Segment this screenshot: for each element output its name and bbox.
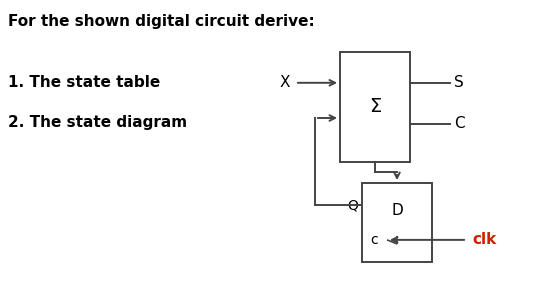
Text: 1. The state table: 1. The state table (8, 75, 160, 90)
Text: clk: clk (472, 232, 496, 247)
Text: S: S (454, 75, 464, 90)
Bar (340, 52, 410, 162)
Text: D: D (391, 203, 403, 218)
Text: C: C (454, 116, 464, 131)
Text: X: X (280, 75, 290, 90)
Text: c: c (370, 233, 377, 247)
Bar (362, 183, 432, 262)
Text: Q: Q (347, 198, 358, 212)
Text: Σ: Σ (369, 97, 381, 116)
Text: For the shown digital circuit derive:: For the shown digital circuit derive: (8, 14, 315, 29)
Text: 2. The state diagram: 2. The state diagram (8, 115, 187, 130)
